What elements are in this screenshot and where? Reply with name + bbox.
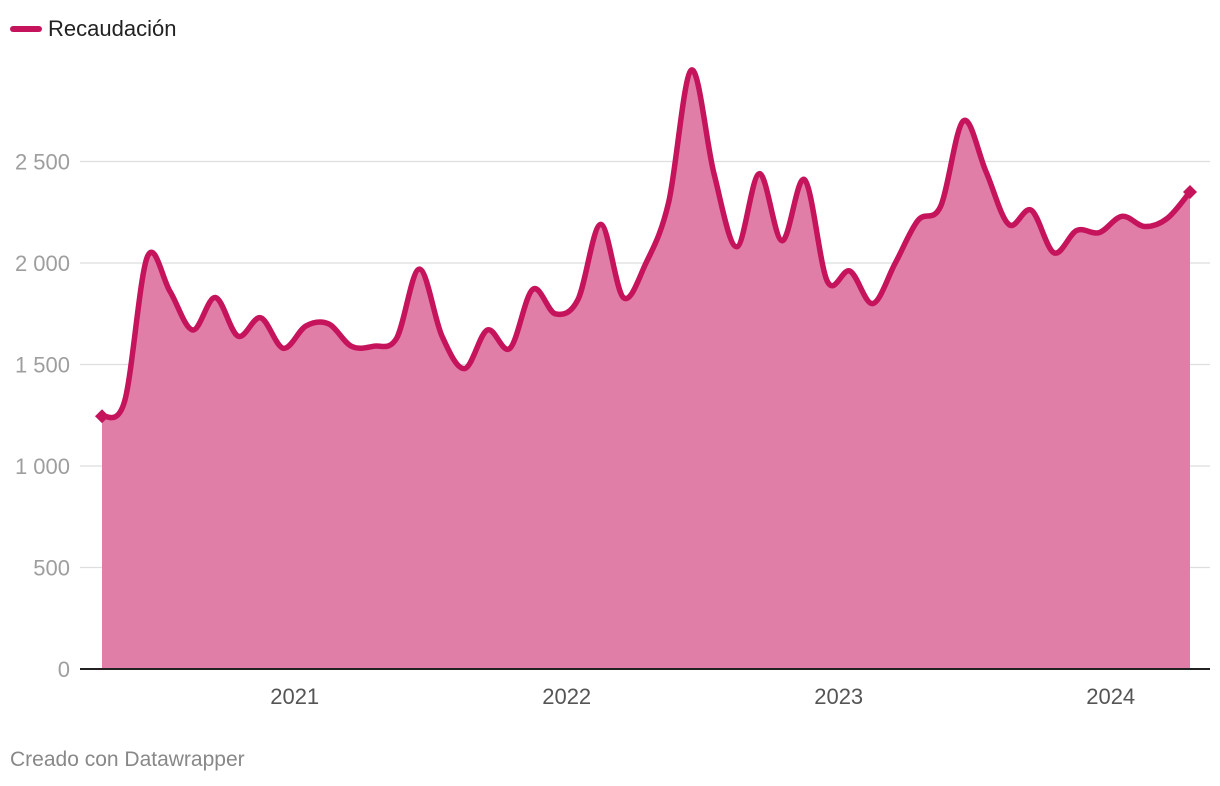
legend: Recaudación xyxy=(10,14,176,44)
start-marker xyxy=(95,409,109,424)
footer-credit: Creado con Datawrapper xyxy=(10,748,245,771)
y-tick-label: 1 000 xyxy=(15,454,70,479)
x-tick-label: 2023 xyxy=(814,684,863,709)
y-tick-label: 1 500 xyxy=(15,353,70,378)
end-marker xyxy=(1183,184,1197,199)
series-line xyxy=(99,67,1193,421)
y-tick-label: 0 xyxy=(58,657,70,682)
legend-label: Recaudación xyxy=(48,16,177,41)
y-tick-label: 2 500 xyxy=(15,150,70,175)
legend-swatch xyxy=(10,26,42,32)
x-tick-label: 2022 xyxy=(542,684,591,709)
x-tick-label: 2024 xyxy=(1086,684,1135,709)
x-tick-label: 2021 xyxy=(270,684,319,709)
series-area xyxy=(102,69,1190,670)
y-tick-label: 2 000 xyxy=(15,251,70,276)
y-tick-label: 500 xyxy=(33,556,70,581)
